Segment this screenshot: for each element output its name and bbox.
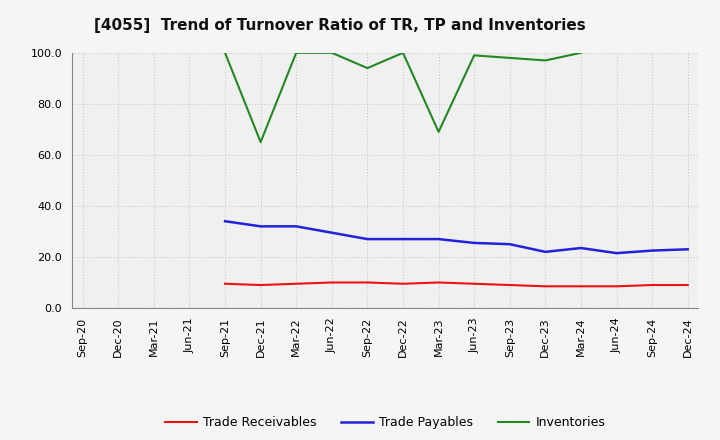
Trade Receivables bbox=[256, 282, 265, 288]
Trade Payables bbox=[541, 249, 549, 254]
Inventories bbox=[577, 50, 585, 55]
Trade Payables bbox=[363, 236, 372, 242]
Inventories bbox=[470, 53, 479, 58]
Trade Payables bbox=[612, 250, 621, 256]
Trade Receivables bbox=[541, 284, 549, 289]
Line: Trade Receivables: Trade Receivables bbox=[225, 282, 688, 286]
Inventories bbox=[648, 58, 657, 63]
Line: Inventories: Inventories bbox=[225, 53, 652, 142]
Line: Trade Payables: Trade Payables bbox=[225, 221, 688, 253]
Text: [4055]  Trend of Turnover Ratio of TR, TP and Inventories: [4055] Trend of Turnover Ratio of TR, TP… bbox=[94, 18, 585, 33]
Trade Receivables bbox=[683, 282, 692, 288]
Trade Receivables bbox=[577, 284, 585, 289]
Trade Receivables bbox=[221, 281, 230, 286]
Inventories bbox=[399, 50, 408, 55]
Trade Payables bbox=[434, 236, 443, 242]
Inventories bbox=[292, 50, 300, 55]
Trade Receivables bbox=[328, 280, 336, 285]
Trade Receivables bbox=[292, 281, 300, 286]
Trade Payables bbox=[470, 240, 479, 246]
Trade Payables bbox=[648, 248, 657, 253]
Trade Payables bbox=[221, 219, 230, 224]
Inventories bbox=[541, 58, 549, 63]
Trade Payables bbox=[328, 230, 336, 235]
Inventories bbox=[256, 139, 265, 145]
Trade Receivables bbox=[434, 280, 443, 285]
Trade Receivables bbox=[470, 281, 479, 286]
Trade Receivables bbox=[505, 282, 514, 288]
Inventories bbox=[505, 55, 514, 61]
Inventories bbox=[434, 129, 443, 135]
Inventories bbox=[363, 66, 372, 71]
Trade Payables bbox=[505, 242, 514, 247]
Trade Receivables bbox=[612, 284, 621, 289]
Trade Payables bbox=[577, 246, 585, 251]
Trade Receivables bbox=[399, 281, 408, 286]
Trade Payables bbox=[292, 224, 300, 229]
Trade Payables bbox=[256, 224, 265, 229]
Trade Receivables bbox=[363, 280, 372, 285]
Legend: Trade Receivables, Trade Payables, Inventories: Trade Receivables, Trade Payables, Inven… bbox=[161, 411, 610, 434]
Trade Payables bbox=[399, 236, 408, 242]
Trade Receivables bbox=[648, 282, 657, 288]
Trade Payables bbox=[683, 247, 692, 252]
Inventories bbox=[328, 50, 336, 55]
Inventories bbox=[221, 50, 230, 55]
